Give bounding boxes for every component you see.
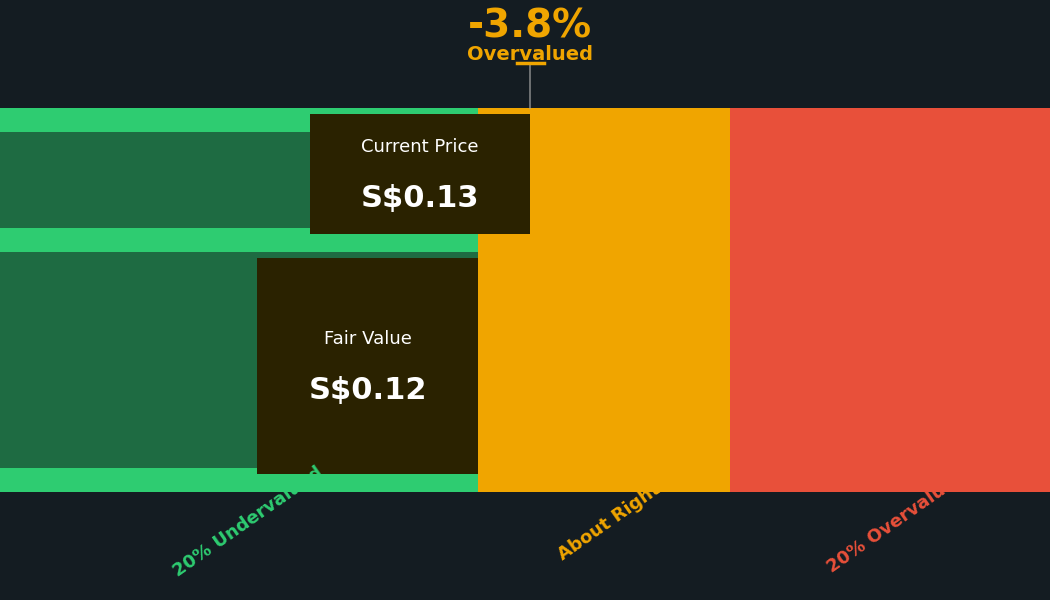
Text: Overvalued: Overvalued — [467, 44, 593, 64]
Bar — [730, 228, 1050, 252]
Bar — [478, 468, 730, 492]
Bar — [0, 468, 478, 492]
Bar — [0, 132, 478, 228]
Text: 20% Overvalued: 20% Overvalued — [823, 467, 969, 577]
Bar — [478, 228, 730, 252]
Bar — [478, 108, 730, 132]
Bar — [730, 132, 1050, 228]
Bar — [730, 108, 1050, 132]
Text: S$0.13: S$0.13 — [361, 184, 479, 212]
Text: -3.8%: -3.8% — [468, 8, 592, 46]
Bar — [0, 108, 478, 132]
Text: About Right: About Right — [554, 480, 664, 564]
Text: Current Price: Current Price — [361, 138, 479, 156]
Bar — [310, 114, 530, 234]
Bar — [478, 252, 730, 468]
Bar — [257, 258, 478, 474]
Text: 20% Undervalued: 20% Undervalued — [170, 464, 327, 580]
Text: Fair Value: Fair Value — [323, 330, 412, 348]
Bar — [0, 228, 478, 252]
Bar — [730, 468, 1050, 492]
Bar — [730, 252, 1050, 468]
Text: S$0.12: S$0.12 — [309, 376, 426, 404]
Bar — [0, 252, 478, 468]
Bar — [478, 132, 730, 228]
